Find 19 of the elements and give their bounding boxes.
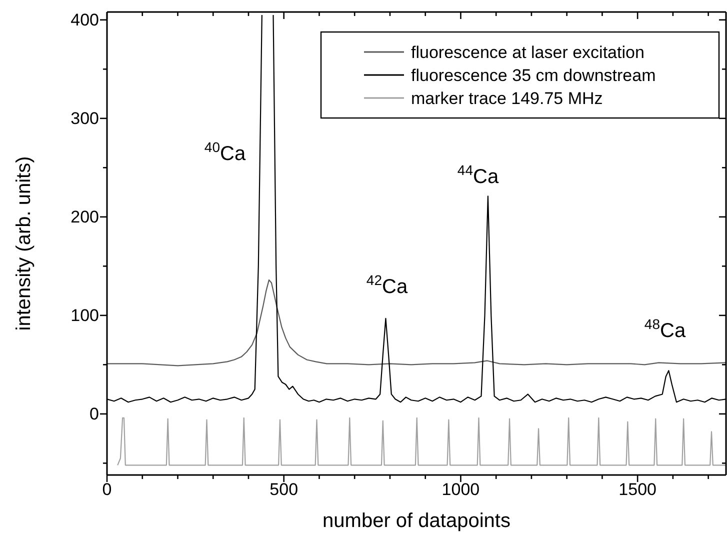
y-tick-label: 400 xyxy=(70,10,99,30)
legend-label: fluorescence at laser excitation xyxy=(411,43,644,62)
line-series xyxy=(117,417,726,466)
annotation: $^{48}$Ca xyxy=(644,316,686,342)
y-tick-label: 300 xyxy=(70,108,99,128)
y-tick-label: 0 xyxy=(90,404,99,424)
annotation: $^{40}$Ca xyxy=(204,139,246,165)
y-axis-title: intensity (arb. units) xyxy=(13,156,35,331)
x-tick-label: 500 xyxy=(270,480,298,500)
x-axis-title: number of datapoints xyxy=(322,510,510,532)
y-tick-label: 200 xyxy=(70,207,99,226)
x-tick-label: 0 xyxy=(102,480,112,500)
legend-label: fluorescence 35 cm downstream xyxy=(411,66,656,85)
y-tick-label: 100 xyxy=(70,306,99,325)
legend-label: marker trace 149.75 MHz xyxy=(411,89,603,108)
annotation: $^{44}$Ca xyxy=(457,162,500,188)
x-tick-label: 1500 xyxy=(618,480,656,500)
annotation: $^{42}$Ca xyxy=(366,272,408,298)
x-tick-label: 1000 xyxy=(442,480,480,500)
